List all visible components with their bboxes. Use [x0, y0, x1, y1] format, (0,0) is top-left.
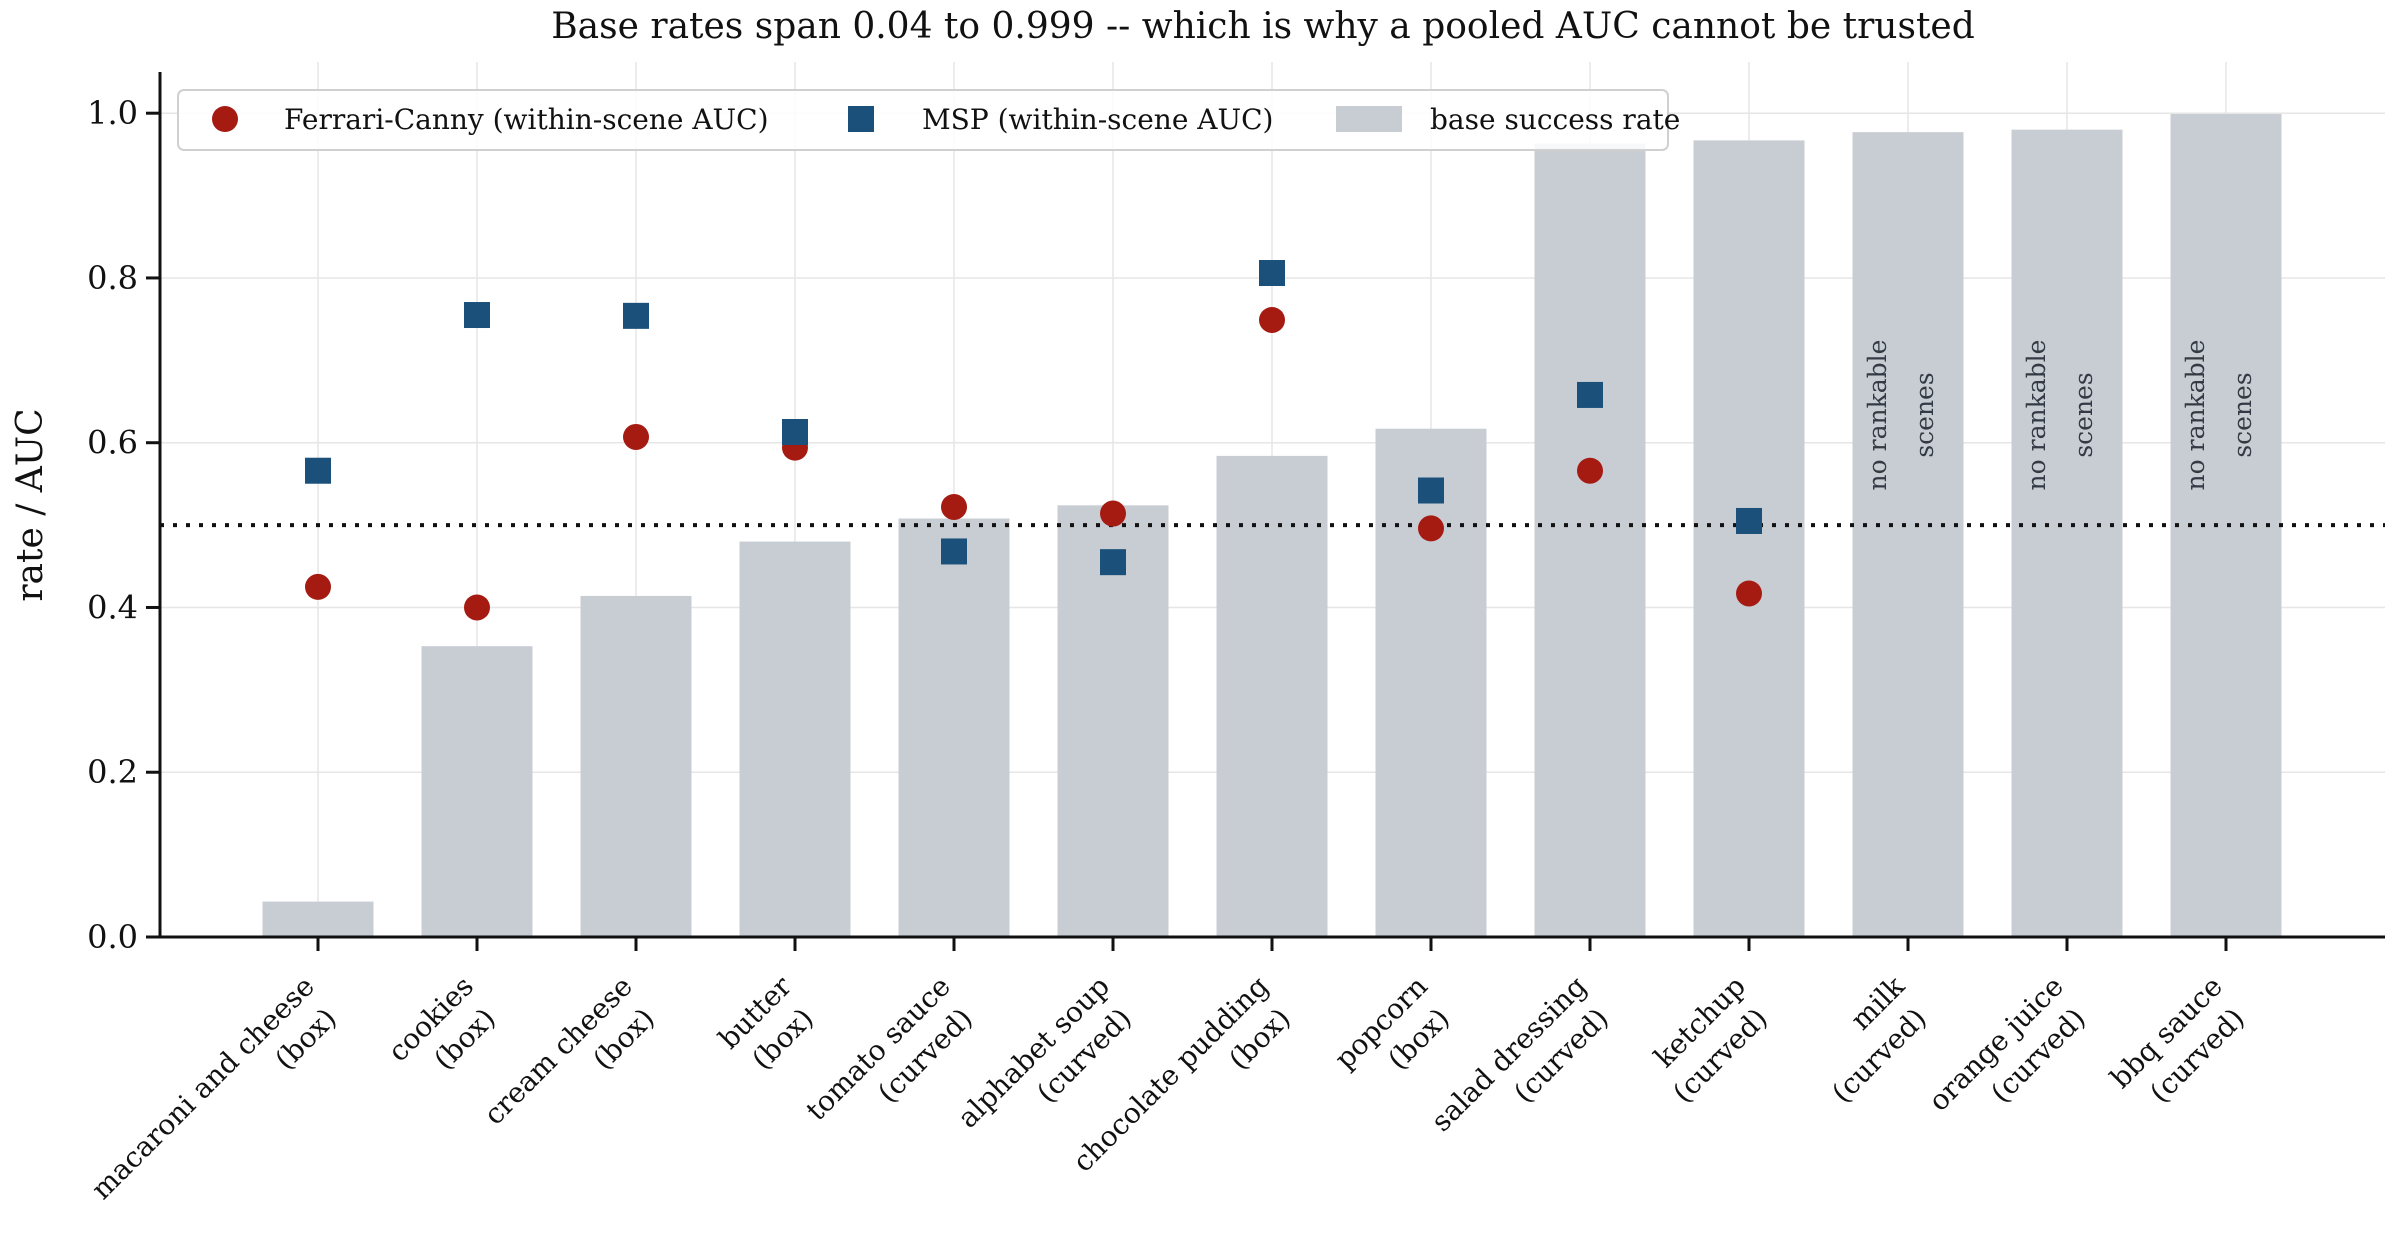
point-circle-4 — [941, 493, 967, 520]
bar-annotations: no rankable scenes no rankable scenes no ran… — [1863, 340, 2257, 491]
y-tick-label-2: 0.4 — [87, 588, 138, 626]
point-circle-8 — [1577, 457, 1603, 484]
point-square-1 — [464, 302, 490, 329]
bar-0 — [262, 901, 374, 937]
point-square-3 — [782, 419, 808, 446]
y-tick-label-1: 0.2 — [87, 753, 138, 791]
point-circle-1 — [464, 594, 490, 621]
bar-4 — [898, 518, 1010, 937]
point-square-2 — [623, 302, 649, 329]
legend: Ferrari-Canny (within-scene AUC) MSP (wit… — [177, 89, 1680, 151]
bar-10 — [1852, 132, 1964, 938]
point-square-0 — [305, 457, 331, 484]
legend-label-msp: MSP (within-scene AUC) — [922, 103, 1273, 136]
markers — [305, 260, 1762, 621]
bar-2 — [580, 595, 692, 937]
bar-1 — [421, 646, 533, 937]
bar-9 — [1693, 140, 1805, 937]
point-square-9 — [1736, 507, 1762, 534]
point-circle-7 — [1418, 515, 1444, 542]
y-tick-label-5: 1.0 — [87, 94, 138, 132]
legend-marker-square — [848, 106, 874, 132]
legend-marker-circle — [212, 106, 238, 132]
y-tick-label-4: 0.8 — [87, 259, 138, 297]
bar-5 — [1057, 505, 1169, 937]
bar-note-10-1: scenes — [1910, 372, 1939, 457]
point-square-5 — [1100, 549, 1126, 576]
bar-note-12-1: scenes — [2228, 372, 2257, 457]
point-square-7 — [1418, 477, 1444, 504]
bar-11 — [2011, 129, 2123, 937]
bar-note-11-1: scenes — [2069, 372, 2098, 457]
bar-8 — [1534, 143, 1646, 937]
bar-note-11-0: no rankable — [2022, 340, 2051, 491]
point-square-8 — [1577, 381, 1603, 408]
point-circle-9 — [1736, 580, 1762, 607]
point-circle-6 — [1259, 306, 1285, 333]
legend-box — [177, 89, 1669, 151]
chart-title: Base rates span 0.04 to 0.999 -- which i… — [551, 6, 1975, 47]
point-circle-5 — [1100, 500, 1126, 527]
legend-label-base: base success rate — [1430, 103, 1680, 136]
bar-12 — [2170, 114, 2282, 937]
legend-label-ferrari: Ferrari-Canny (within-scene AUC) — [284, 103, 769, 136]
bar-3 — [739, 541, 851, 937]
point-square-6 — [1259, 260, 1285, 287]
point-circle-2 — [623, 423, 649, 450]
bar-note-12-0: no rankable — [2181, 340, 2210, 491]
y-tick-label-0: 0.0 — [87, 918, 138, 956]
point-square-4 — [941, 538, 967, 565]
bars — [262, 114, 2282, 938]
y-tick-label-3: 0.6 — [87, 424, 138, 462]
x-tick-label-0-0: macaroni and cheese — [85, 970, 321, 1206]
y-axis-label: rate / AUC — [10, 408, 51, 601]
bar-6 — [1216, 455, 1328, 937]
point-circle-0 — [305, 573, 331, 600]
bar-note-10-0: no rankable — [1863, 340, 1892, 491]
legend-marker-bar — [1336, 106, 1402, 132]
bar-7 — [1375, 428, 1487, 937]
